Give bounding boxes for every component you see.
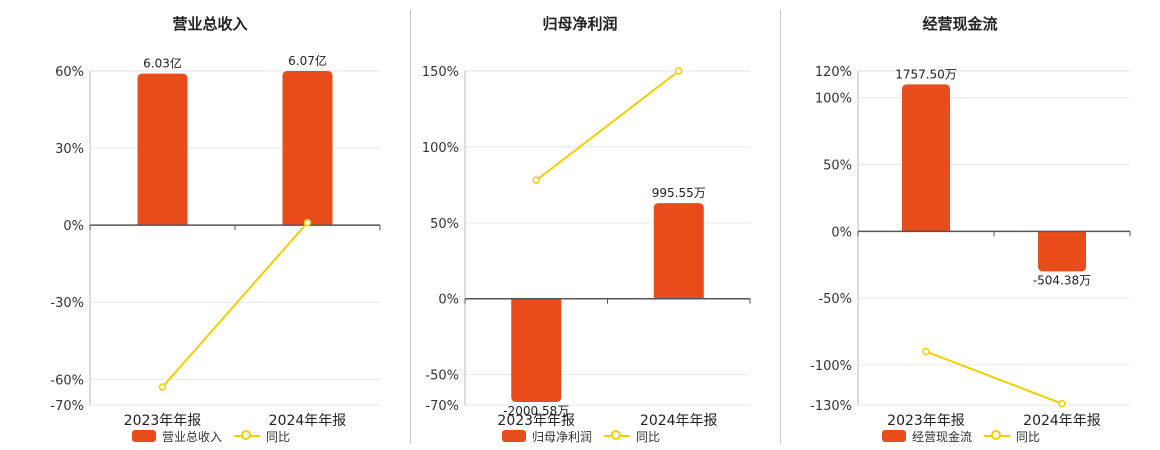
y-tick-label: -50% xyxy=(425,369,459,384)
x-tick-label: 2023年年报 xyxy=(887,413,965,429)
chart-title-revenue: 营业总收入 xyxy=(172,15,248,33)
chart-net-profit: 150% 100% 50% 0% -50% -70% -2000.58万 995.55万 202… xyxy=(422,65,751,429)
chart-title-cash-flow: 经营现金流 xyxy=(922,15,998,33)
legend-bar-label: 经营现金流 xyxy=(912,429,973,444)
legend-line-label: 同比 xyxy=(266,429,291,444)
legend-line-swatch xyxy=(604,429,631,443)
legend-line-swatch xyxy=(234,429,261,443)
y-tick-label: -60% xyxy=(50,373,84,388)
bar-data-label: 6.07亿 xyxy=(288,53,327,68)
bar-data-label: 6.03亿 xyxy=(143,56,182,71)
chart-cash-flow: 120% 100% 50% 0% -50% -100% -130% 1757.50万 -504.… xyxy=(810,65,1131,429)
panel-divider xyxy=(410,10,411,444)
y-tick-label: -50% xyxy=(818,292,852,307)
legend-revenue: 营业总收入 同比 xyxy=(132,428,290,444)
legend-bar-label: 归母净利润 xyxy=(532,429,593,444)
y-tick-label: -130% xyxy=(810,399,852,414)
legend-line-swatch xyxy=(984,429,1011,443)
series-line-yoy xyxy=(161,221,309,388)
bar-data-label: 995.55万 xyxy=(652,186,706,200)
chart-title-net-profit: 归母净利润 xyxy=(542,15,618,33)
series-line-yoy xyxy=(925,350,1063,405)
line-point xyxy=(158,383,167,391)
y-tick-label: -30% xyxy=(50,296,84,311)
y-tick-label: 30% xyxy=(55,142,84,157)
y-tick-label: 60% xyxy=(55,65,84,80)
bar xyxy=(653,203,704,299)
bar xyxy=(1038,231,1086,272)
legend-cash-flow: 经营现金流 同比 xyxy=(882,428,1040,444)
y-tick-label: 0% xyxy=(63,219,84,234)
bar xyxy=(902,84,950,232)
legend-bar-label: 营业总收入 xyxy=(162,429,223,444)
y-tick-label: 0% xyxy=(831,225,852,240)
line-point xyxy=(1058,399,1066,408)
y-tick-label: 120% xyxy=(815,65,852,80)
x-tick-label: 2023年年报 xyxy=(124,413,202,429)
y-tick-label: 100% xyxy=(422,141,459,156)
series-line-yoy xyxy=(535,70,680,182)
line-point xyxy=(922,347,930,356)
line-point xyxy=(532,176,540,185)
legend-bar-swatch xyxy=(882,430,906,442)
legend-net-profit: 归母净利润 同比 xyxy=(502,428,660,444)
line-point xyxy=(303,218,312,227)
y-tick-label: -70% xyxy=(50,399,84,414)
bar xyxy=(282,71,333,226)
legend-bar-swatch xyxy=(132,430,156,442)
bar-data-label: -504.38万 xyxy=(1033,273,1091,287)
x-tick-label: 2023年年报 xyxy=(497,413,575,429)
legend-line-label: 同比 xyxy=(1016,429,1041,444)
bar xyxy=(511,298,562,402)
y-tick-label: 150% xyxy=(422,65,459,80)
bar-data-label: 1757.50万 xyxy=(895,67,957,81)
y-tick-label: 50% xyxy=(823,159,852,174)
y-tick-label: 0% xyxy=(438,293,459,308)
y-tick-label: -100% xyxy=(810,359,852,374)
x-tick-label: 2024年年报 xyxy=(269,413,347,429)
y-tick-label: 50% xyxy=(430,217,459,232)
y-tick-label: -70% xyxy=(425,399,459,414)
legend-line-label: 同比 xyxy=(636,429,661,444)
x-tick-label: 2024年年报 xyxy=(640,413,718,429)
panel-divider xyxy=(780,10,781,444)
bar-data-label: -2000.58万 xyxy=(503,404,569,418)
chart-revenue: 60% 30% 0% -30% -60% -70% 6.03亿 6.07亿 2023年年报 202… xyxy=(50,53,381,429)
y-tick-label: 100% xyxy=(815,92,852,107)
legend-bar-swatch xyxy=(502,430,526,442)
line-point xyxy=(675,67,683,75)
x-tick-label: 2024年年报 xyxy=(1023,413,1101,429)
bar xyxy=(137,73,188,226)
